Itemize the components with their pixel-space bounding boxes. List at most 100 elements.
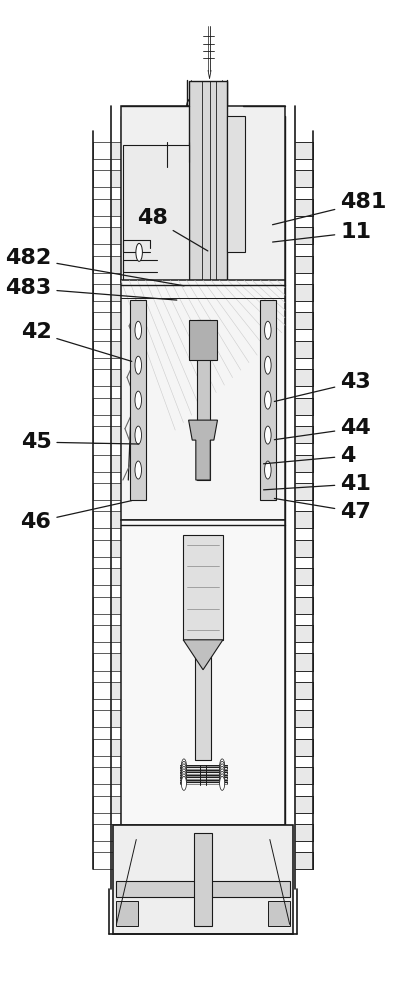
Bar <box>111 369 181 386</box>
Bar <box>111 767 181 784</box>
Bar <box>111 739 181 756</box>
Circle shape <box>181 774 186 788</box>
Bar <box>295 540 313 557</box>
Text: 41: 41 <box>264 474 371 494</box>
Circle shape <box>135 321 141 339</box>
Bar <box>295 455 313 472</box>
Bar <box>180 765 227 766</box>
Bar <box>295 682 313 699</box>
Bar <box>123 145 189 282</box>
Bar <box>189 320 217 360</box>
Bar <box>116 881 290 897</box>
Text: 42: 42 <box>20 322 132 361</box>
Circle shape <box>181 764 186 778</box>
Circle shape <box>219 776 225 790</box>
Bar <box>295 824 313 841</box>
Bar <box>295 483 313 500</box>
Bar <box>180 770 227 771</box>
Bar <box>295 710 313 727</box>
Circle shape <box>265 426 271 444</box>
Bar <box>180 782 227 784</box>
Bar <box>268 901 290 926</box>
Bar <box>295 341 313 358</box>
Polygon shape <box>189 420 217 480</box>
Bar <box>295 426 313 443</box>
Circle shape <box>181 761 186 775</box>
Bar <box>111 597 181 614</box>
Bar <box>180 775 227 776</box>
Bar <box>121 520 285 825</box>
Bar <box>113 825 293 934</box>
Polygon shape <box>121 280 285 520</box>
Bar <box>111 312 181 329</box>
Circle shape <box>219 771 225 785</box>
Circle shape <box>265 461 271 479</box>
Bar <box>111 142 181 159</box>
Bar <box>111 568 181 585</box>
Circle shape <box>181 759 186 773</box>
Bar <box>116 901 138 926</box>
Bar <box>111 170 181 187</box>
Text: 483: 483 <box>5 278 177 300</box>
Bar <box>111 199 181 216</box>
Bar <box>111 483 181 500</box>
Bar <box>111 284 181 301</box>
Bar <box>121 280 285 520</box>
Circle shape <box>181 776 186 790</box>
Bar <box>111 540 181 557</box>
Bar <box>111 341 181 358</box>
Bar <box>180 780 227 781</box>
Bar <box>180 772 227 774</box>
Bar <box>194 833 212 926</box>
Bar <box>197 320 210 480</box>
Bar <box>183 535 223 640</box>
Circle shape <box>136 243 142 261</box>
Bar <box>295 767 313 784</box>
Text: 48: 48 <box>137 208 208 251</box>
Text: 43: 43 <box>274 372 371 401</box>
Bar <box>295 284 313 301</box>
Bar <box>111 796 181 813</box>
Circle shape <box>181 766 186 780</box>
Bar <box>295 653 313 671</box>
Text: 11: 11 <box>273 222 371 242</box>
Bar <box>227 116 245 252</box>
Circle shape <box>265 356 271 374</box>
Circle shape <box>219 766 225 780</box>
Text: 44: 44 <box>274 418 371 440</box>
Circle shape <box>181 769 186 783</box>
Polygon shape <box>183 640 223 670</box>
Circle shape <box>219 761 225 775</box>
Text: 4: 4 <box>264 446 356 466</box>
Bar <box>111 426 181 443</box>
Bar <box>111 511 181 528</box>
Bar <box>111 682 181 699</box>
Bar <box>295 796 313 813</box>
Bar <box>295 312 313 329</box>
Bar <box>180 777 227 779</box>
Bar <box>111 227 181 244</box>
Text: 47: 47 <box>274 498 371 522</box>
Circle shape <box>219 759 225 773</box>
Text: 482: 482 <box>5 248 184 286</box>
Bar <box>295 625 313 642</box>
Bar <box>111 625 181 642</box>
Bar <box>111 256 181 273</box>
Bar <box>260 300 276 500</box>
Bar <box>295 170 313 187</box>
Circle shape <box>265 391 271 409</box>
Bar <box>295 369 313 386</box>
Bar <box>295 511 313 528</box>
Circle shape <box>265 321 271 339</box>
Circle shape <box>181 771 186 785</box>
Bar <box>111 824 181 841</box>
Bar <box>180 767 227 769</box>
Circle shape <box>135 391 141 409</box>
Bar <box>295 398 313 415</box>
Text: 481: 481 <box>273 192 387 225</box>
Text: 45: 45 <box>20 432 139 452</box>
Circle shape <box>135 426 141 444</box>
Bar <box>111 653 181 671</box>
Bar <box>295 227 313 244</box>
Circle shape <box>219 764 225 778</box>
